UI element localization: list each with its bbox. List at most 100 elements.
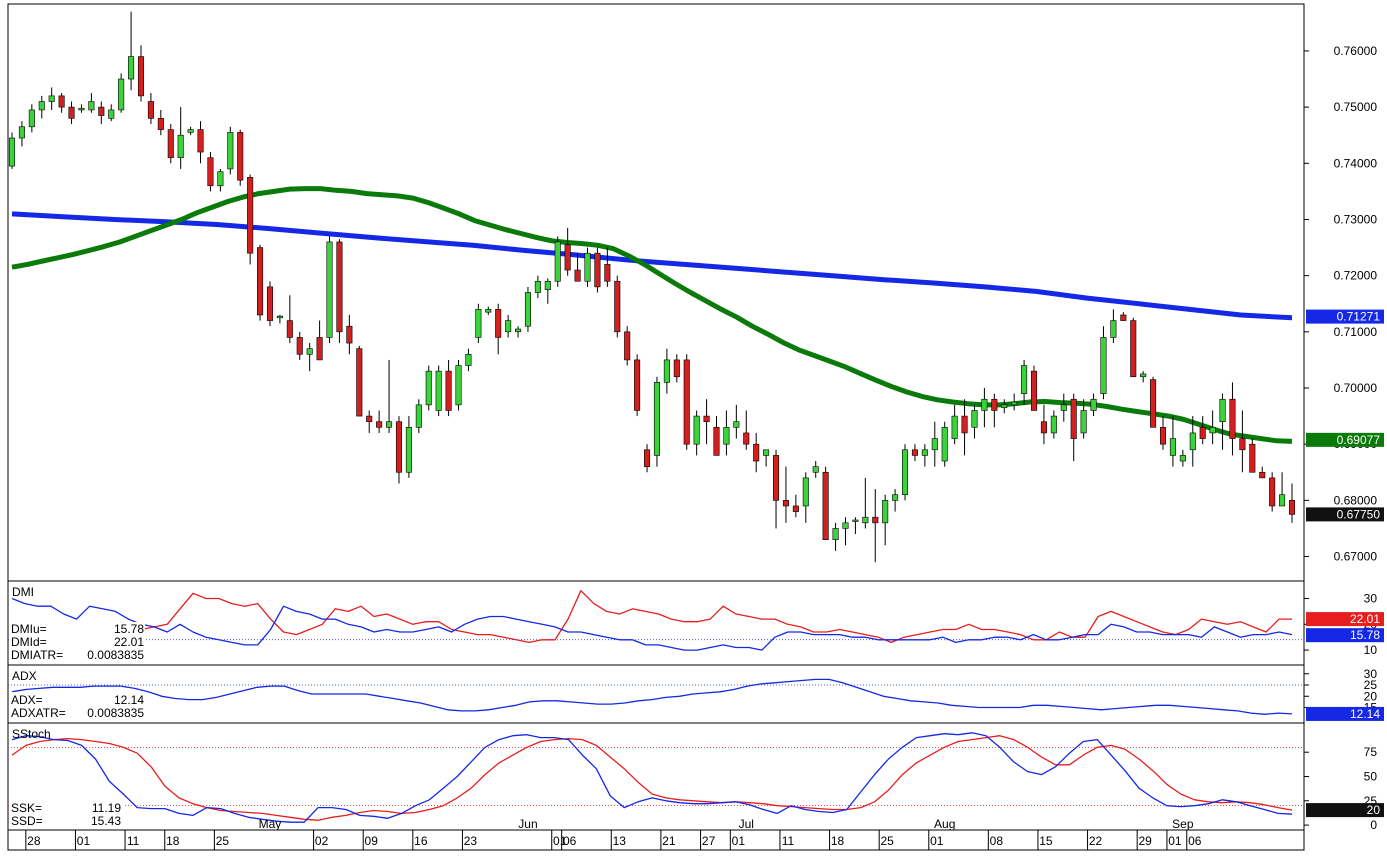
dmi-tick-label: 10 <box>1364 643 1378 657</box>
dmi-plus-line <box>11 597 1293 651</box>
price-value-box <box>1306 507 1384 522</box>
candle-body <box>207 157 214 187</box>
candle-body <box>782 500 789 507</box>
candle-body <box>395 421 403 473</box>
candle-body <box>98 106 105 116</box>
candle-body <box>1030 370 1038 411</box>
adx-value-label: 12.14 <box>1350 707 1380 721</box>
date-tick-label: 02 <box>315 834 329 848</box>
candle-body <box>257 247 264 316</box>
date-tick-label: 09 <box>365 834 379 848</box>
date-tick-label: 11 <box>127 834 140 848</box>
candle-body <box>88 101 95 111</box>
candle-body <box>693 415 700 445</box>
sstoch-value-box <box>1306 803 1384 818</box>
candle-body <box>1140 373 1147 378</box>
date-tick-label: 25 <box>880 834 894 848</box>
dmi-value-label: 15.78 <box>1350 628 1380 642</box>
sstoch-tick-label: 75 <box>1364 745 1378 759</box>
sstoch-panel <box>7 722 1305 831</box>
candle-body <box>1279 494 1286 507</box>
candle-body <box>8 137 16 167</box>
date-tick-label: 27 <box>702 834 716 848</box>
candle-body <box>187 129 194 133</box>
date-tick-label: 18 <box>166 834 180 848</box>
candle-body <box>336 241 343 333</box>
ma-long-line <box>11 211 1293 321</box>
candle-body <box>524 292 531 327</box>
candle-body <box>157 118 164 130</box>
candle-body <box>1209 427 1216 434</box>
candle-body <box>1090 398 1097 411</box>
candle-body <box>296 337 303 355</box>
month-label: Sep <box>1172 817 1194 831</box>
candle-body <box>842 522 849 529</box>
month-label: May <box>259 817 282 831</box>
date-tick-label: 01 <box>1168 834 1182 848</box>
date-tick-label: 28 <box>27 834 41 848</box>
sstoch-title: SStoch <box>12 727 51 741</box>
candle-body <box>405 427 412 473</box>
candle-body <box>941 427 948 462</box>
price-value-box <box>1306 432 1384 447</box>
adx-tick-label: 20 <box>1364 689 1378 703</box>
date-tick-label: 23 <box>464 834 478 848</box>
candle-body <box>118 78 125 111</box>
candle-body <box>1040 421 1047 434</box>
date-tick-label: 22 <box>1089 834 1103 848</box>
dmi-minus-readout-label: DMId= <box>11 635 47 649</box>
adx-readout-value: 12.14 <box>114 693 144 707</box>
candle-body <box>147 101 154 119</box>
candle-body <box>802 477 809 507</box>
candle-body <box>832 528 839 540</box>
candle-body <box>1001 404 1008 408</box>
candle-body <box>971 410 978 428</box>
price-panel <box>7 3 1305 582</box>
adx-atr-readout-value: 0.0083835 <box>87 706 144 720</box>
price-tick-label: 0.73000 <box>1334 212 1378 226</box>
candle-body <box>306 348 313 355</box>
price-tick-label: 0.72000 <box>1334 269 1378 283</box>
candle-body <box>911 449 918 456</box>
candle-body <box>921 449 928 456</box>
dmi-tick-label: 30 <box>1364 591 1378 605</box>
adx-value-box <box>1306 706 1384 721</box>
date-tick-label: 18 <box>831 834 845 848</box>
dmi-atr-readout-label: DMIATR= <box>11 648 63 662</box>
price-tick-label: 0.68000 <box>1334 493 1378 507</box>
candle-body <box>763 449 770 456</box>
candle-body <box>892 494 899 501</box>
candle-body <box>48 95 55 102</box>
ssk-readout-value: 11.19 <box>92 801 121 815</box>
candle-body <box>872 516 879 524</box>
dmi-panel <box>7 580 1305 666</box>
candle-body <box>505 320 512 333</box>
candle-body <box>366 415 373 423</box>
candle-body <box>723 427 730 445</box>
date-tick-label: 01 <box>930 834 944 848</box>
candle-body <box>1229 398 1236 439</box>
candle-body <box>1060 404 1067 411</box>
price-value-box <box>1306 309 1384 324</box>
candle-body <box>1050 415 1057 434</box>
candle-body <box>485 309 492 313</box>
price-tick-label: 0.75000 <box>1334 100 1378 114</box>
candle-body <box>1269 477 1276 507</box>
candle-body <box>931 438 938 451</box>
candle-body <box>812 466 819 473</box>
candle-body <box>1080 410 1087 434</box>
candle-body <box>683 359 690 445</box>
ssk-line <box>11 732 1293 823</box>
candle-body <box>108 109 115 119</box>
candle-body <box>58 95 65 108</box>
candle-body <box>1288 500 1296 515</box>
candle-body <box>703 415 710 423</box>
candle-body <box>197 129 204 153</box>
price-tick-label: 0.71000 <box>1334 325 1378 339</box>
candle-body <box>1150 379 1157 428</box>
price-tick-label: 0.76000 <box>1334 44 1378 58</box>
candle-body <box>1199 427 1206 439</box>
